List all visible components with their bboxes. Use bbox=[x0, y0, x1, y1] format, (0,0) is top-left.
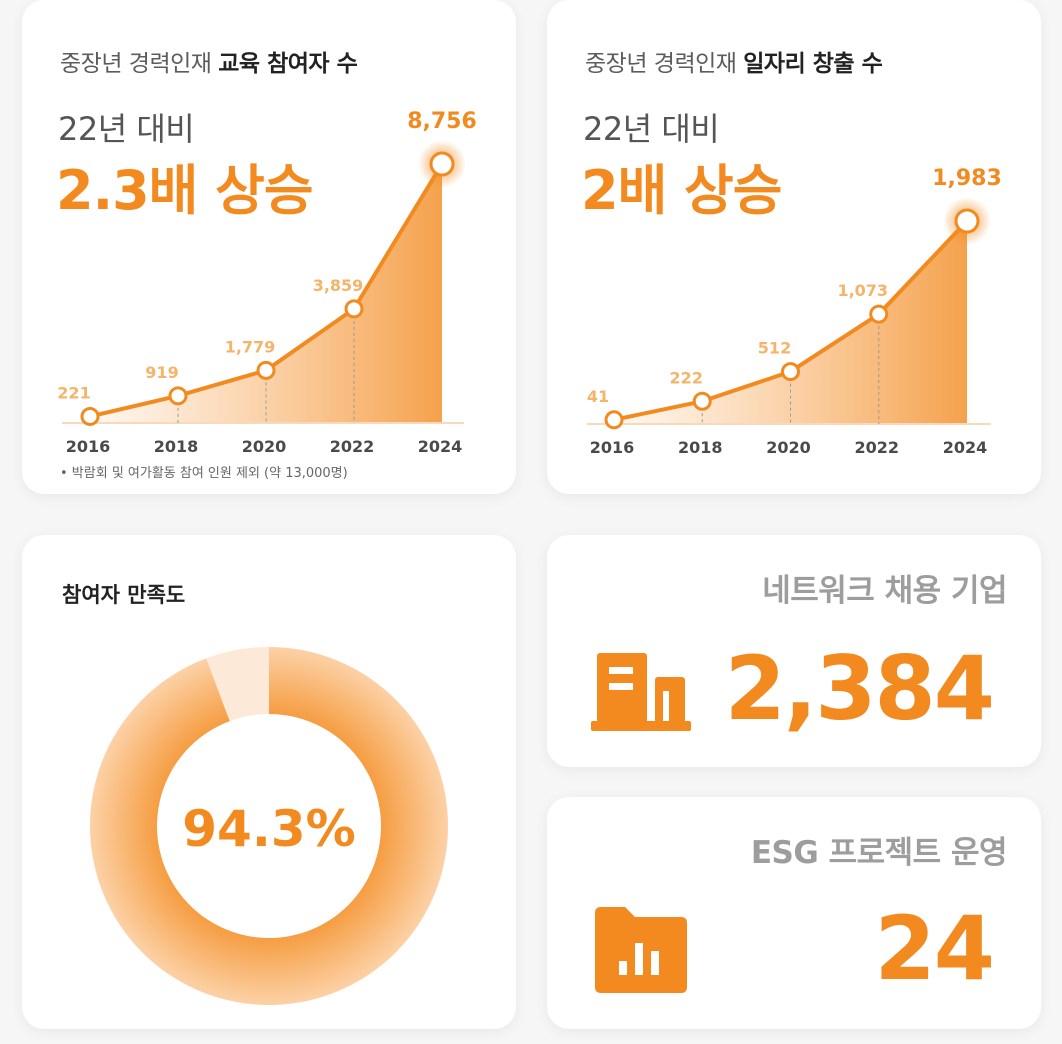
data-point bbox=[80, 406, 100, 426]
card-title: 중장년 경력인재 교육 참여자 수 bbox=[60, 44, 358, 78]
network-title: 네트워크 채용 기업 bbox=[762, 573, 1007, 609]
data-point bbox=[781, 362, 800, 382]
compare-text: 22년 대비 bbox=[583, 110, 720, 148]
x-tick-label: 2024 bbox=[943, 438, 988, 457]
data-label: 512 bbox=[758, 339, 791, 358]
data-label: 3,859 bbox=[313, 276, 364, 295]
esg-value: 24 bbox=[874, 897, 995, 1000]
folder-chart-icon bbox=[595, 907, 687, 993]
card-title: 중장년 경력인재 일자리 창출 수 bbox=[585, 44, 883, 78]
title-bold: 교육 참여자 수 bbox=[218, 51, 358, 77]
x-tick-label: 2022 bbox=[854, 438, 899, 457]
data-point bbox=[168, 386, 188, 406]
x-tick-label: 2020 bbox=[766, 438, 811, 457]
satisfaction-title: 참여자 만족도 bbox=[62, 583, 186, 607]
title-prefix: 중장년 경력인재 bbox=[60, 51, 212, 77]
footnote: • 박람회 및 여가활동 참여 인원 제외 (약 13,000명) bbox=[60, 466, 348, 481]
satisfaction-donut-chart: 94.3% bbox=[90, 647, 448, 1005]
network-value: 2,384 bbox=[724, 637, 995, 740]
data-point bbox=[692, 391, 712, 411]
data-point bbox=[429, 151, 455, 177]
satisfaction-value: 94.3% bbox=[182, 800, 355, 858]
donut-slice-satisfied bbox=[90, 647, 448, 1005]
growth-text: 2배 상승 bbox=[581, 159, 782, 222]
data-point bbox=[256, 360, 276, 380]
jobs-card: 중장년 경력인재 일자리 창출 수 22년 대비 2배 상승 41 222 512 1… bbox=[547, 0, 1041, 494]
x-tick-label: 2022 bbox=[330, 437, 375, 456]
data-label: 1,779 bbox=[225, 337, 276, 356]
education-line-chart: 221 919 1,779 3,859 8,756 2016 2018 2020 2022 202… bbox=[57, 109, 477, 456]
donut-slice-other bbox=[206, 647, 269, 722]
data-point bbox=[954, 208, 980, 234]
x-tick-label: 2016 bbox=[66, 437, 111, 456]
satisfaction-card: 참여자 만족도 94.3% bbox=[22, 535, 516, 1029]
x-tick-label: 2020 bbox=[242, 437, 287, 456]
data-label: 1,983 bbox=[932, 166, 1002, 191]
x-tick-label: 2018 bbox=[154, 437, 199, 456]
data-point bbox=[604, 410, 624, 430]
x-tick-label: 2016 bbox=[590, 438, 635, 457]
data-label: 222 bbox=[670, 368, 703, 387]
area-fill bbox=[614, 221, 967, 424]
data-label: 221 bbox=[57, 383, 90, 402]
x-tick-label: 2018 bbox=[678, 438, 723, 457]
data-label: 8,756 bbox=[407, 109, 477, 134]
compare-text: 22년 대비 bbox=[58, 110, 195, 148]
education-card: 중장년 경력인재 교육 참여자 수 22년 대비 2.3배 상승 221 919 1… bbox=[22, 0, 516, 494]
data-label: 41 bbox=[587, 387, 609, 406]
building-icon bbox=[591, 653, 691, 731]
data-point bbox=[869, 304, 889, 324]
data-label: 919 bbox=[145, 363, 178, 382]
growth-text: 2.3배 상승 bbox=[56, 159, 313, 222]
title-prefix: 중장년 경력인재 bbox=[585, 51, 737, 77]
data-label: 1,073 bbox=[837, 281, 888, 300]
x-tick-label: 2024 bbox=[418, 437, 463, 456]
jobs-line-chart: 41 222 512 1,073 1,983 2016 2018 2020 2022 2024 bbox=[587, 166, 1002, 457]
esg-card: ESG 프로젝트 운영 24 bbox=[547, 797, 1041, 1029]
title-bold: 일자리 창출 수 bbox=[743, 51, 883, 77]
data-point bbox=[344, 299, 364, 319]
network-card: 네트워크 채용 기업 2,384 bbox=[547, 535, 1041, 767]
esg-title: ESG 프로젝트 운영 bbox=[750, 835, 1008, 871]
